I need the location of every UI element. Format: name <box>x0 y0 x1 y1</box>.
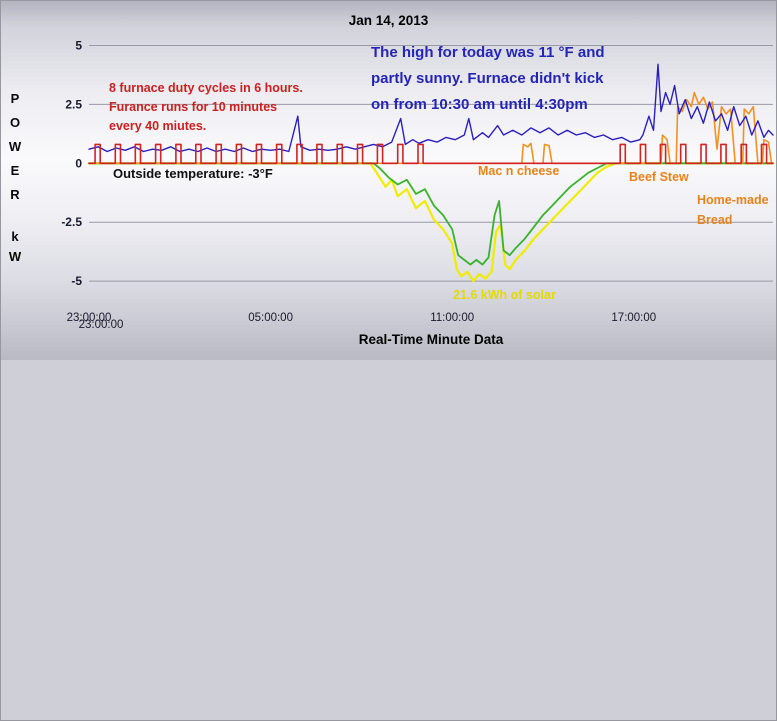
y-tick-label: 5 <box>75 39 82 53</box>
x-axis-label: Real-Time Minute Data <box>358 332 504 347</box>
unit-letter: k <box>11 229 19 244</box>
series-cooking <box>88 91 774 165</box>
note-line: on from 10:30 am until 4:30pm <box>371 96 588 113</box>
bread-line: Home-made <box>697 193 769 207</box>
x-tick-label: 23:00:00 <box>79 319 124 331</box>
x-tick-label: 17:00:00 <box>611 312 656 324</box>
y-tick-label: 0 <box>75 156 82 170</box>
y-tick-label: -5 <box>71 274 82 288</box>
bread-line: Bread <box>697 213 733 227</box>
beef-stew-label: Beef Stew <box>629 170 689 184</box>
duty-line: 8 furnace duty cycles in 6 hours. <box>109 81 303 95</box>
power-letter: O <box>9 115 21 130</box>
outside-temperature-label: Outside temperature: -3°F <box>113 166 273 181</box>
note-line: partly sunny. Furnace didn't kick <box>371 70 604 87</box>
y-axis-title-power: P O W E R <box>6 87 24 207</box>
y-axis-unit-kw: k W <box>6 227 24 267</box>
unit-letter: W <box>8 249 22 264</box>
power-letter: E <box>10 163 20 178</box>
power-letter: W <box>8 139 22 154</box>
solar-kwh-label: 21.6 kWh of solar <box>453 288 556 302</box>
duty-line: Furance runs for 10 minutes <box>109 100 278 114</box>
y-tick-label: -2.5 <box>61 215 82 229</box>
x-tick-label: 05:00:00 <box>248 312 293 324</box>
series-total-power <box>88 63 774 153</box>
note-weather: The high for today was 11 °F and partly … <box>371 40 605 118</box>
x-tick-label: 23:00:00 <box>67 312 112 324</box>
power-letter: P <box>10 91 20 106</box>
duty-cycle-note: 8 furnace duty cycles in 6 hours. Furanc… <box>109 79 303 136</box>
x-tick-label: 11:00:00 <box>430 312 474 324</box>
power-letter: R <box>10 187 20 202</box>
series-solar-production <box>87 162 775 283</box>
y-tick-label: 2.5 <box>65 97 82 111</box>
note-line: The high for today was 11 °F and <box>371 44 605 61</box>
home-made-bread-label: Home-made Bread <box>697 190 769 230</box>
chart-panel-jan14: 5 2.5 0 -2.5 -5 23:00:00 23:00:00 05:00:00 11:00… <box>1 1 776 360</box>
series-furnace <box>88 143 774 165</box>
mac-n-cheese-label: Mac n cheese <box>478 164 560 178</box>
chart-title: Jan 14, 2013 <box>348 13 429 28</box>
duty-line: every 40 miutes. <box>109 119 207 133</box>
series-net-power <box>88 162 774 266</box>
